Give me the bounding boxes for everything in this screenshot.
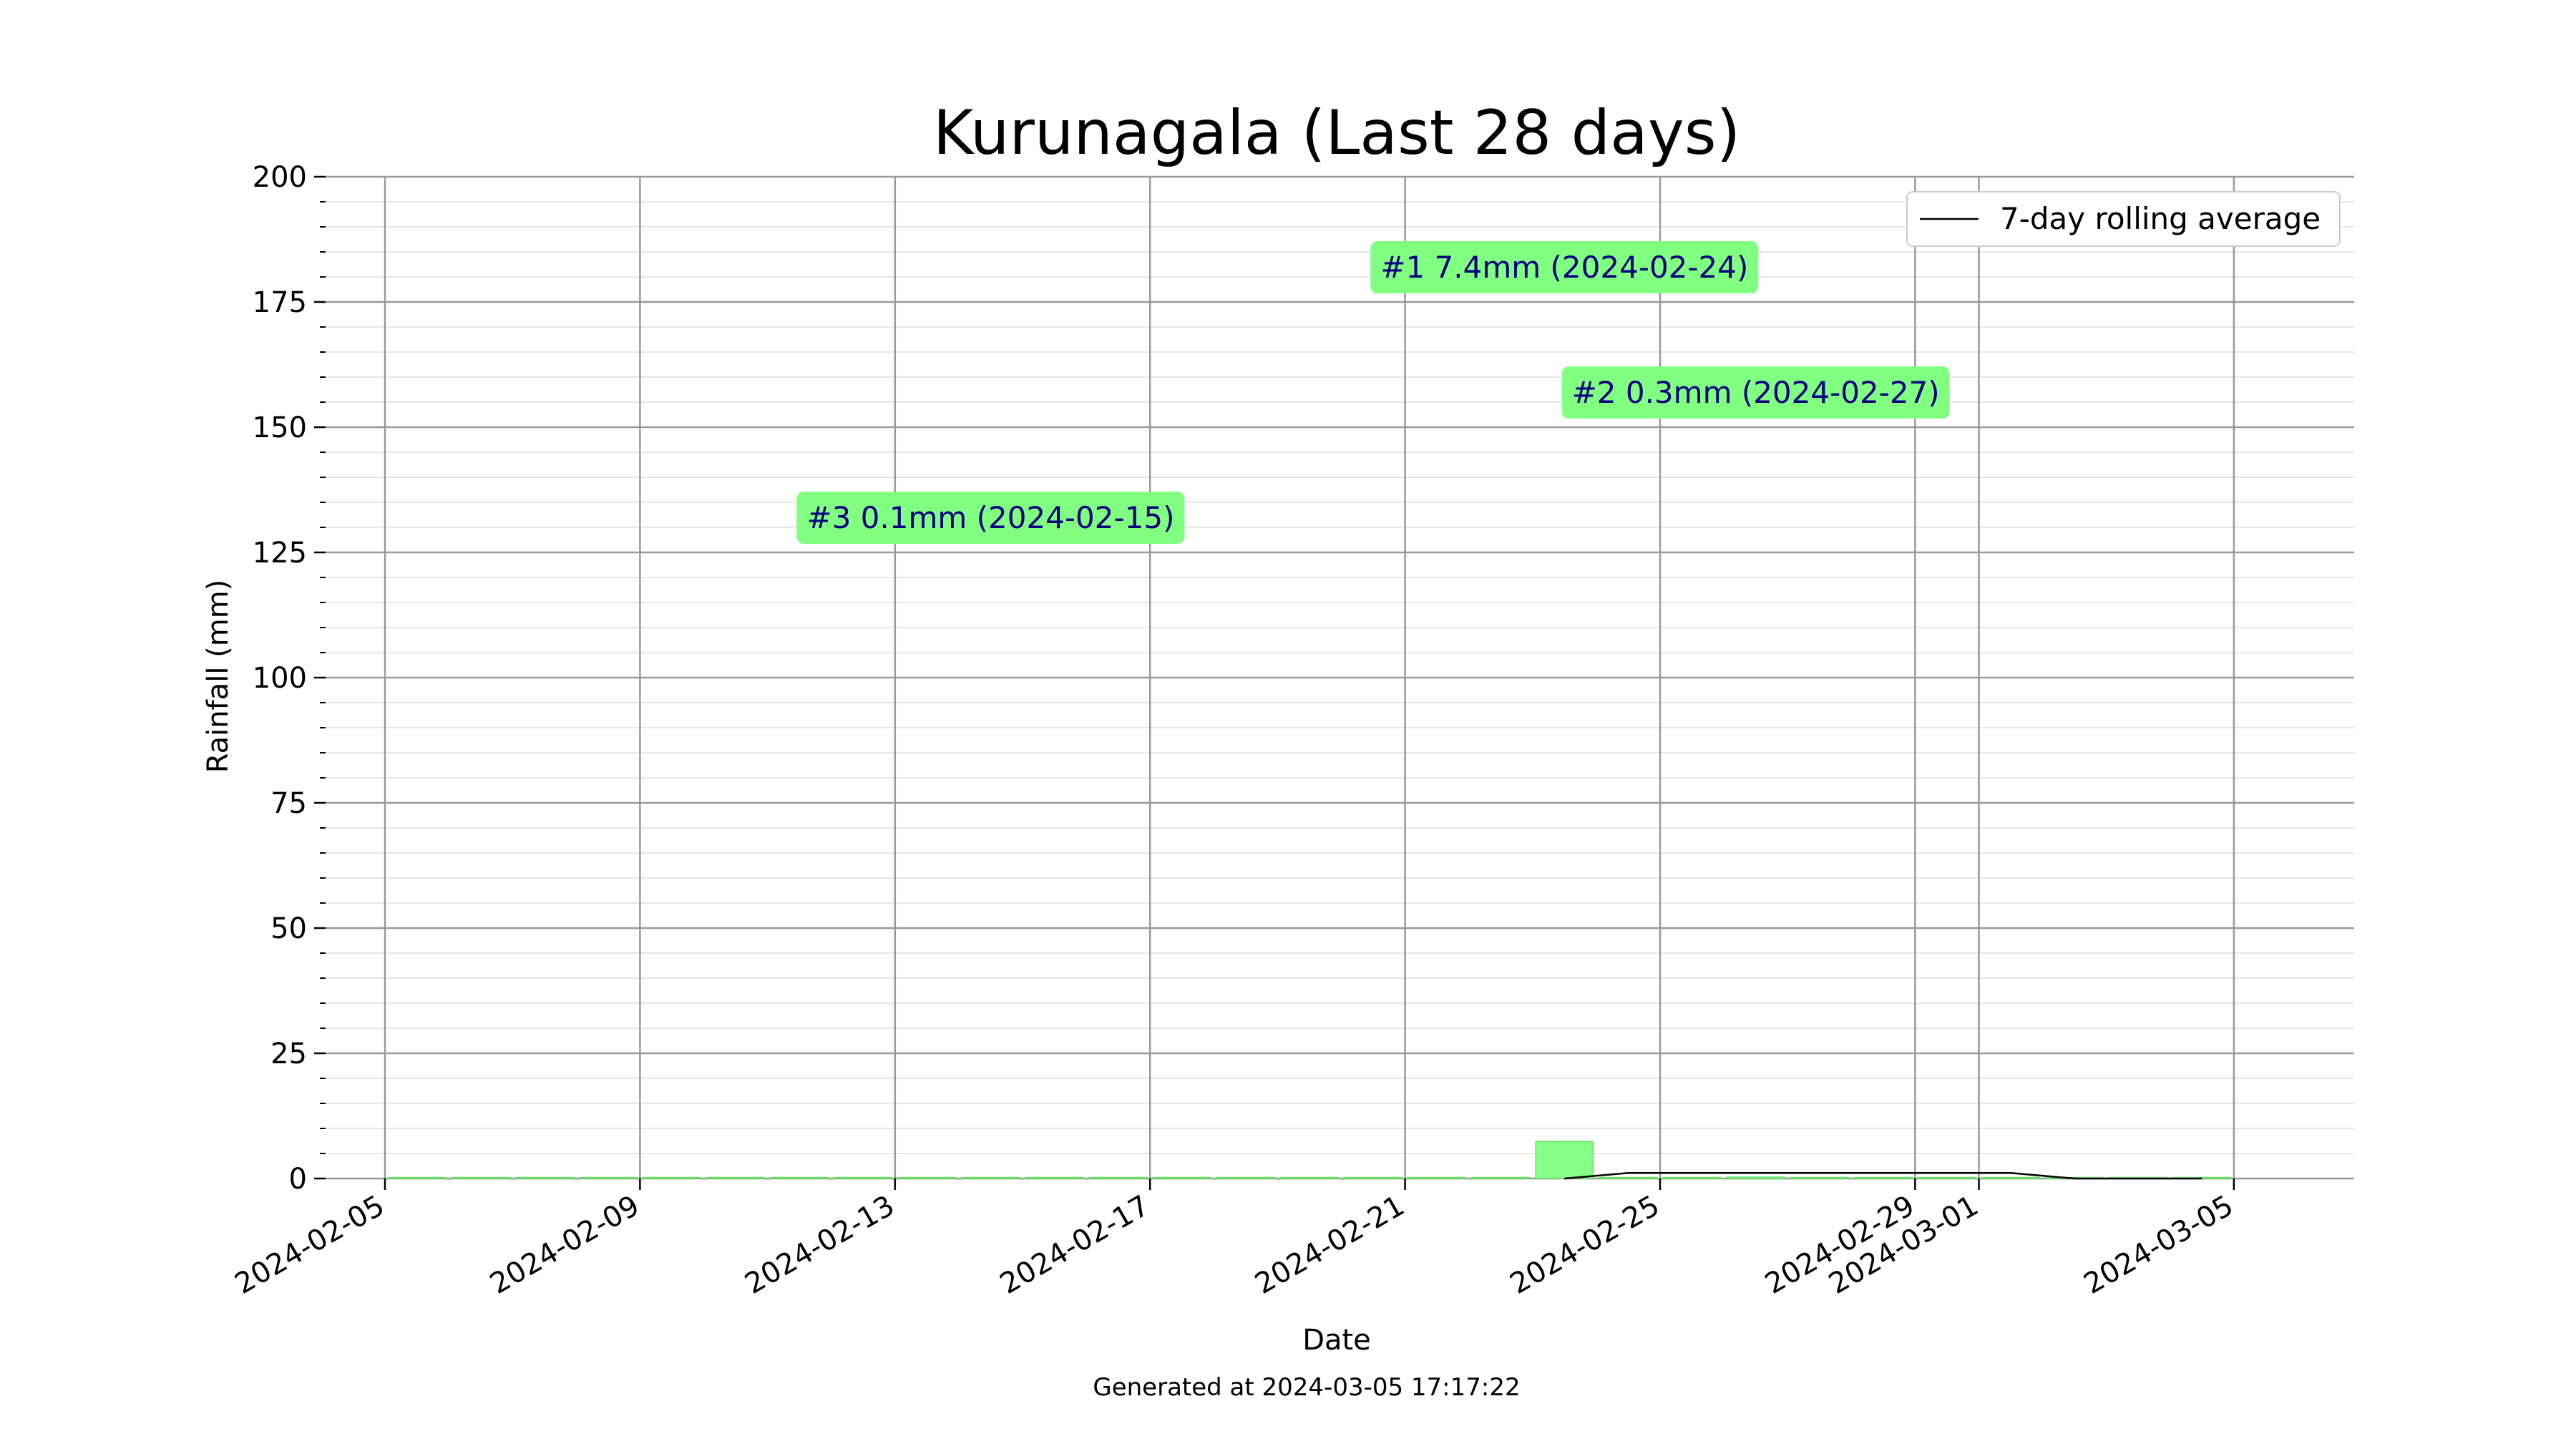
y-tick-label: 200 bbox=[253, 161, 307, 194]
rainfall-bar bbox=[897, 1176, 957, 1179]
annotation-box bbox=[796, 492, 1185, 544]
chart-title: Kurunagala (Last 28 days) bbox=[933, 97, 1740, 169]
bars bbox=[387, 1141, 2232, 1179]
y-tick-label: 150 bbox=[253, 411, 307, 444]
rainfall-bar bbox=[1216, 1176, 1275, 1179]
x-axis-label: Date bbox=[1302, 1324, 1371, 1357]
annotations: #1 7.4mm (2024-02-24) #2 0.3mm (2024-02-2… bbox=[796, 241, 1950, 544]
y-tick-label: 25 bbox=[270, 1038, 307, 1070]
annotation-label: #2 0.3mm (2024-02-27) bbox=[1572, 375, 1940, 410]
y-tick-label: 175 bbox=[253, 286, 307, 319]
rainfall-bar bbox=[1152, 1176, 1211, 1179]
legend-box bbox=[1906, 191, 2341, 247]
rainfall-bar bbox=[579, 1176, 638, 1179]
rainfall-bar bbox=[1471, 1176, 1531, 1179]
rainfall-bar bbox=[1535, 1141, 1594, 1179]
rainfall-bar bbox=[706, 1176, 765, 1179]
rolling-average-line bbox=[1564, 1172, 2202, 1180]
y-axis-label: Rainfall (mm) bbox=[202, 580, 235, 774]
y-tick-label: 125 bbox=[253, 537, 307, 570]
legend: 7-day rolling average bbox=[1906, 191, 2341, 247]
legend-label: 7-day rolling average bbox=[2000, 201, 2321, 236]
y-tick-label: 0 bbox=[289, 1163, 307, 1196]
rainfall-bar bbox=[770, 1176, 829, 1179]
rainfall-bar bbox=[643, 1176, 701, 1179]
rolling-average-series bbox=[1564, 1172, 2202, 1180]
rainfall-bar bbox=[1088, 1176, 1148, 1179]
rainfall-bar bbox=[834, 1176, 893, 1179]
annotation: #1 7.4mm (2024-02-24) bbox=[1370, 241, 1759, 293]
y-tick-label: 50 bbox=[270, 912, 307, 945]
rainfall-bar bbox=[514, 1176, 574, 1179]
rainfall-bar bbox=[1981, 1176, 2040, 1179]
y-tick-label: 75 bbox=[270, 787, 307, 820]
rainfall-bar bbox=[1918, 1176, 1976, 1179]
annotation-label: #3 0.1mm (2024-02-15) bbox=[806, 500, 1174, 535]
annotation-label: #1 7.4mm (2024-02-24) bbox=[1380, 250, 1748, 285]
rainfall-bar bbox=[451, 1176, 510, 1179]
rainfall-bar bbox=[387, 1176, 447, 1179]
y-tick-label: 100 bbox=[253, 662, 307, 695]
rainfall-bar bbox=[1344, 1176, 1402, 1179]
rainfall-bar bbox=[1790, 1176, 1849, 1179]
rainfall-bar bbox=[1599, 1176, 1658, 1179]
grid bbox=[326, 175, 2354, 1180]
annotation: #2 0.3mm (2024-02-27) bbox=[1561, 366, 1950, 419]
annotation-box bbox=[1370, 241, 1759, 293]
rainfall-bar bbox=[1407, 1176, 1466, 1179]
rainfall-bar bbox=[961, 1176, 1020, 1179]
rainfall-bar bbox=[1662, 1176, 1722, 1179]
annotation-box bbox=[1561, 366, 1950, 419]
rainfall-bar bbox=[1854, 1176, 1913, 1179]
rainfall-bar bbox=[1726, 1176, 1785, 1179]
rainfall-bar bbox=[1280, 1176, 1339, 1179]
generated-at-footer: Generated at 2024-03-05 17:17:22 bbox=[1093, 1373, 1520, 1402]
annotation: #3 0.1mm (2024-02-15) bbox=[796, 492, 1185, 544]
rainfall-bar bbox=[1025, 1176, 1084, 1179]
